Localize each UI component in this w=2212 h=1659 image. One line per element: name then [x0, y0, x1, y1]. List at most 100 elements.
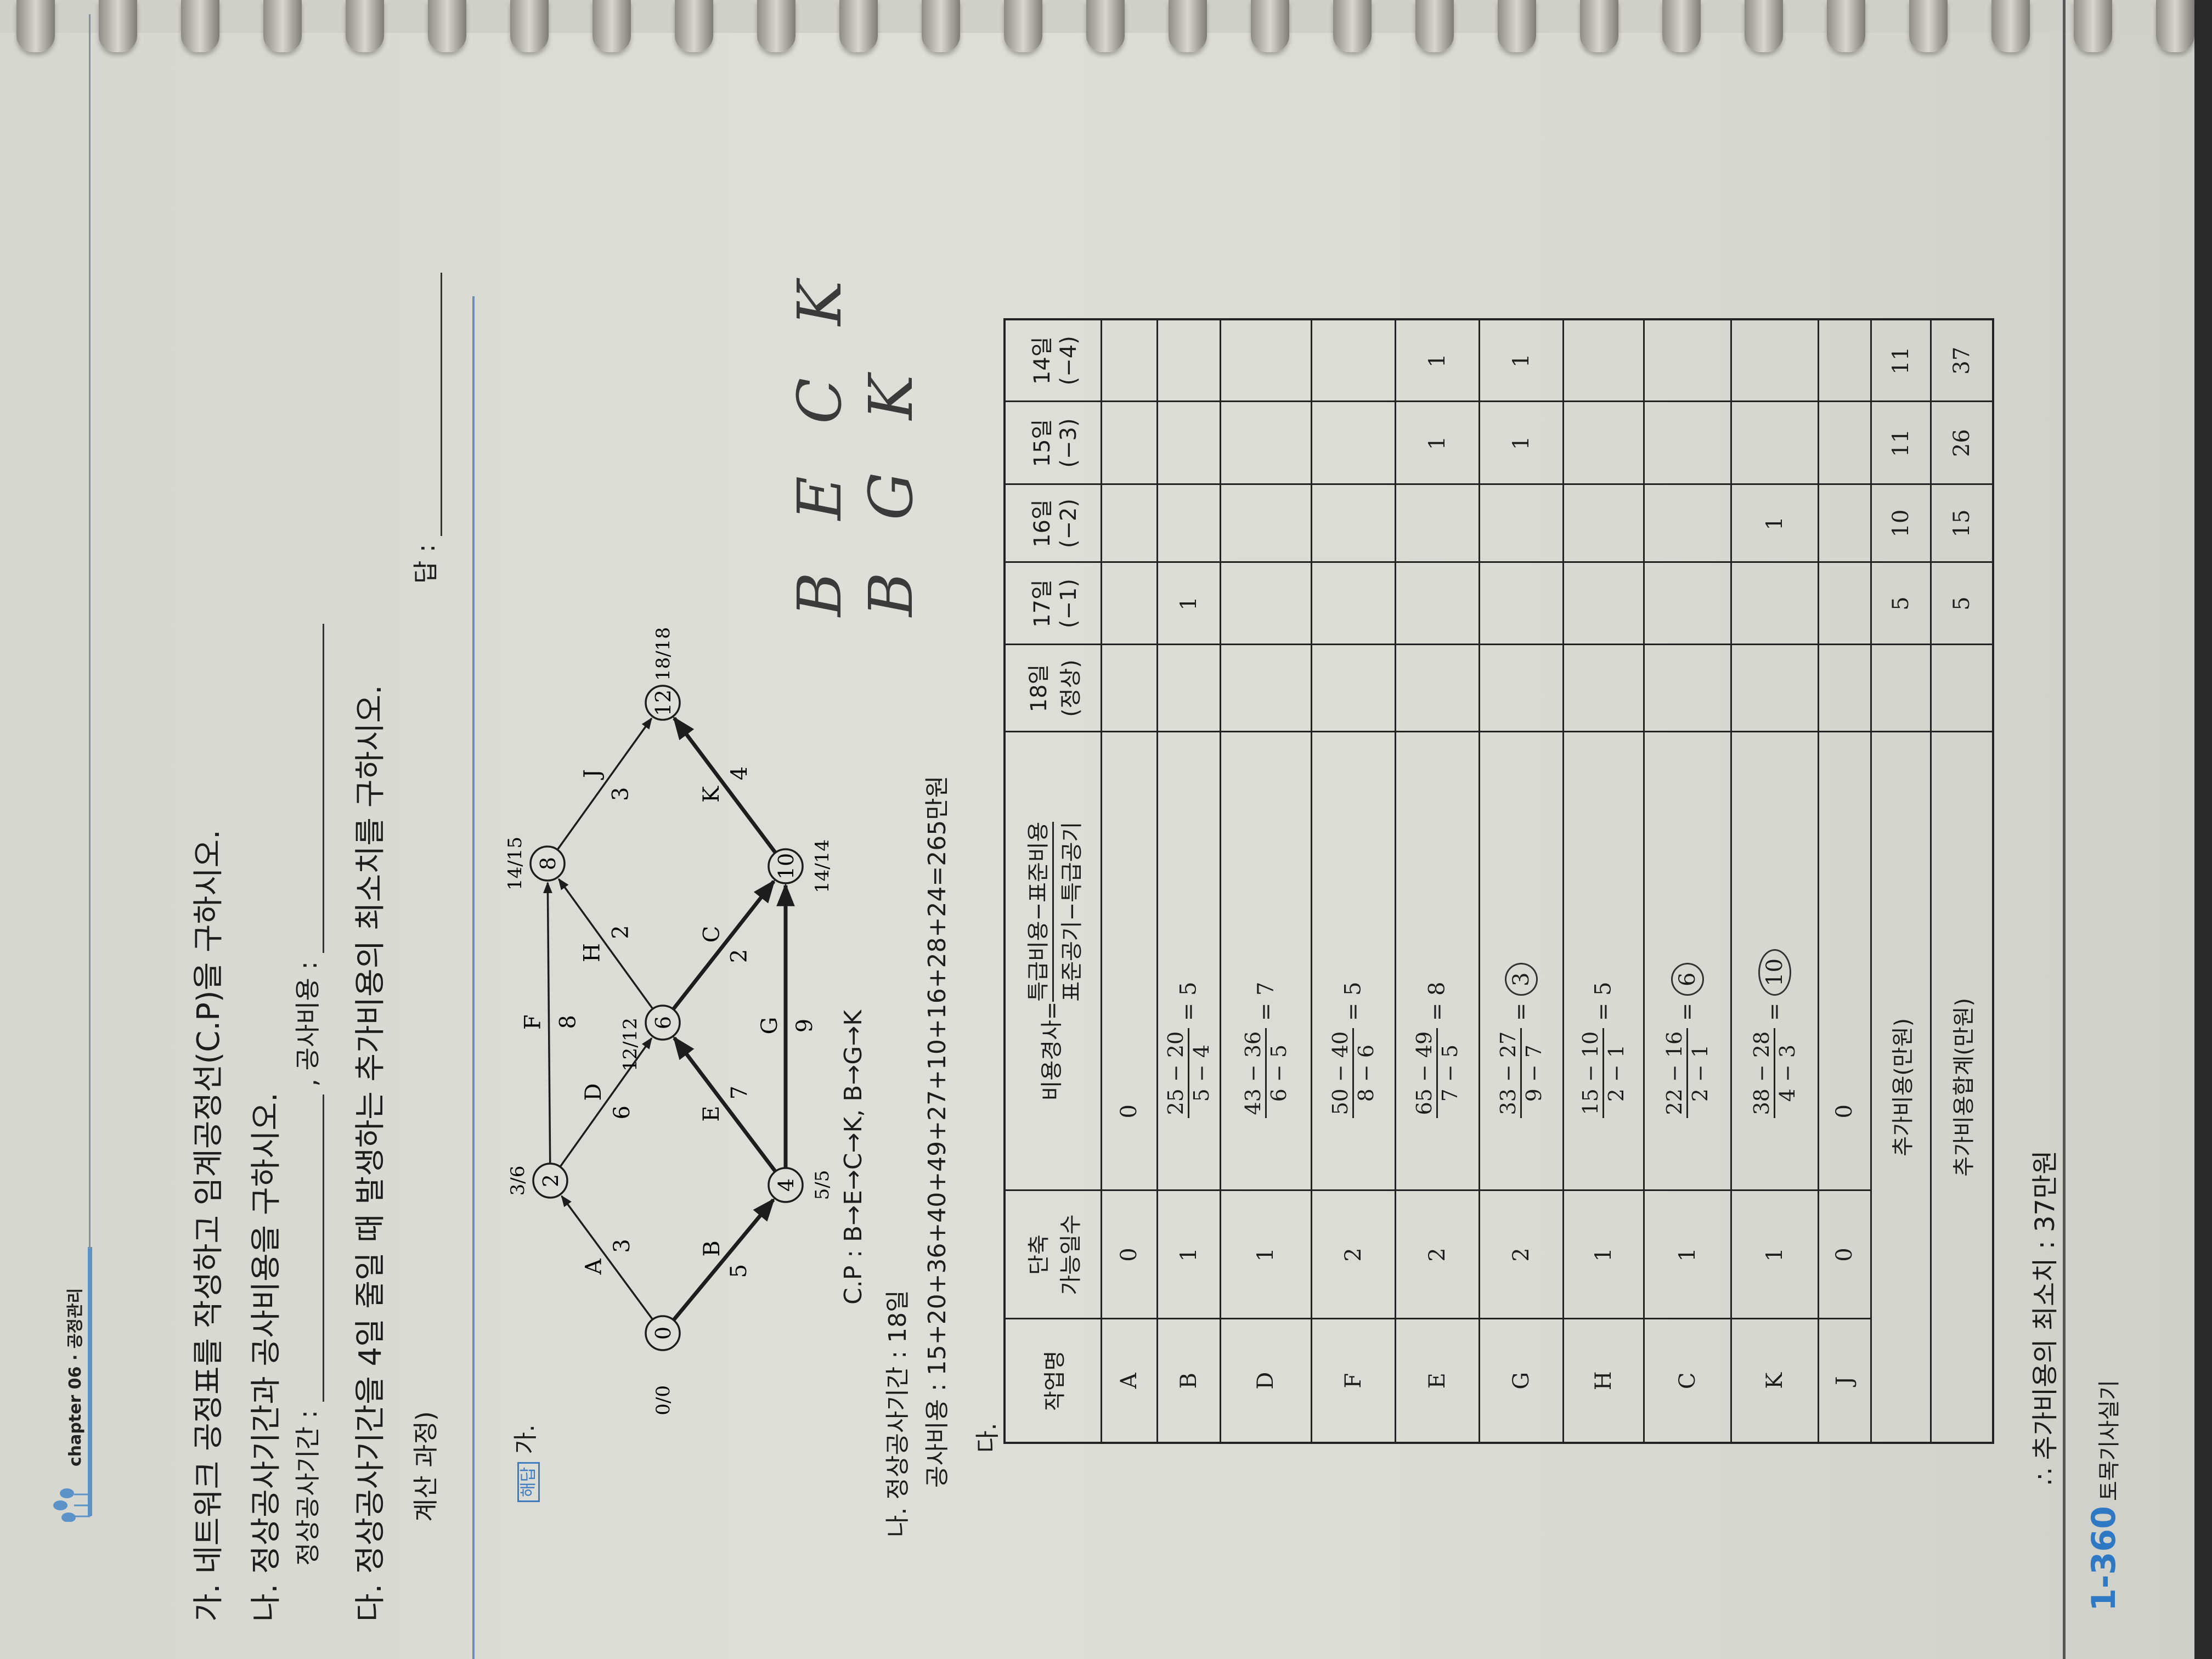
slope-denominator: 2 − 1: [1604, 1044, 1628, 1102]
period-day: 15일: [1030, 419, 1056, 467]
activity-arrow: [556, 717, 653, 850]
summary-cell: 11: [1871, 319, 1931, 402]
period-cell: [1818, 562, 1871, 645]
period-cell: [1157, 645, 1220, 732]
slope-result: 5: [1176, 981, 1201, 996]
event-times: 0/0: [652, 1385, 674, 1415]
activity-arrow: [543, 881, 552, 1164]
slope-numerator: 38 − 28: [1750, 1028, 1775, 1119]
cost-slope: 0: [1101, 732, 1157, 1190]
slope-formula-den: 표준공기−특급공기: [1059, 821, 1085, 1002]
equals-sign: =: [1253, 995, 1278, 1028]
event-node-circle: [529, 845, 566, 882]
spiral-ring: [510, 0, 549, 52]
activity-label: E: [699, 1106, 724, 1122]
period-cell: [1157, 319, 1220, 402]
activity-duration: 2: [608, 925, 634, 939]
slope-numerator: 65 − 49: [1412, 1028, 1438, 1119]
period-note: (−2): [1056, 498, 1082, 549]
event-times: 14/15: [504, 837, 526, 890]
period-cell: [1644, 562, 1731, 645]
period-day: 18일: [1026, 664, 1052, 713]
period-cell: [1311, 484, 1395, 562]
page-number: 1-360: [2085, 1506, 2123, 1611]
spiral-ring: [1251, 0, 1289, 52]
summary-cell: 11: [1871, 402, 1931, 484]
slope-fraction: 50 − 40 8 − 6: [1328, 1028, 1378, 1119]
cost-slope: 50 − 40 8 − 6 = 5: [1311, 732, 1395, 1190]
slope-numerator: 22 − 16: [1662, 1028, 1688, 1119]
slope-result: 8: [1424, 981, 1450, 996]
slope-numerator: 33 − 27: [1496, 1028, 1522, 1119]
activity-name: E: [1395, 1319, 1479, 1443]
summary-label: 추가비용합계(만원): [1931, 732, 1993, 1443]
activity-arrow: [558, 878, 654, 1009]
crash-days: 1: [1731, 1190, 1818, 1319]
activity-name: D: [1220, 1319, 1311, 1443]
activity-duration: 3: [610, 1239, 635, 1252]
event-node-circle: [768, 848, 804, 884]
summary-cell: 5: [1931, 562, 1993, 645]
critical-path: C.P : B→E→C→K, B→G→K: [839, 1009, 867, 1305]
activity-name: F: [1311, 1319, 1395, 1443]
slope-fraction: 25 − 20 5 − 4: [1164, 1028, 1214, 1119]
slope-fraction: 43 − 36 6 − 5: [1240, 1028, 1291, 1119]
event-node-circle: [645, 685, 681, 721]
normal-duration: 정상공사기간 : 18일: [884, 1290, 912, 1500]
event-node-number: 8: [536, 857, 560, 870]
spiral-ring: [675, 0, 713, 52]
period-cell: [1818, 402, 1871, 484]
event-times: 14/14: [811, 839, 833, 893]
slope-result-circled: 6: [1671, 963, 1704, 996]
summary-cell: 37: [1931, 319, 1993, 402]
period-cell: [1644, 484, 1731, 562]
slope-denominator: 7 − 5: [1438, 1044, 1462, 1102]
crash-days: 1: [1563, 1190, 1644, 1319]
col-header-period: 15일 (−3): [1005, 402, 1101, 484]
spiral-ring: [922, 0, 960, 52]
activity-label: F: [521, 1014, 546, 1030]
slope-numerator: 15 − 10: [1578, 1028, 1604, 1119]
period-cell: [1101, 484, 1157, 562]
slope-result: 5: [1340, 981, 1366, 996]
period-cell: [1157, 484, 1220, 562]
event-node-number: 0: [651, 1327, 675, 1340]
period-cell: [1563, 402, 1644, 484]
col-header-period: 14일 (−4): [1005, 319, 1101, 402]
period-cell: [1479, 484, 1563, 562]
spiral-ring: [346, 0, 384, 52]
period-cell: [1220, 402, 1311, 484]
slope-numerator: 50 − 40: [1328, 1028, 1354, 1119]
crash-days: 0: [1101, 1190, 1157, 1319]
activity-label: G: [757, 1017, 782, 1035]
equals-sign: =: [1424, 995, 1450, 1028]
spiral-ring: [263, 0, 302, 52]
table-row: H 1 15 − 10 2 − 1 = 5: [1563, 319, 1644, 1443]
spiral-ring: [1662, 0, 1701, 52]
slope-fraction: 65 − 49 7 − 5: [1412, 1028, 1462, 1119]
activity-duration: 8: [555, 1015, 580, 1029]
answer-blank[interactable]: [415, 272, 442, 536]
period-cell: [1220, 645, 1311, 732]
spiral-ring: [16, 0, 55, 52]
activity-name: K: [1731, 1319, 1818, 1443]
spiral-ring: [2156, 0, 2194, 52]
period-cell: [1101, 319, 1157, 402]
period-note: (−1): [1056, 578, 1082, 629]
conclusion: ∴ 추가비용의 최소치 : 37만원: [2030, 1150, 2061, 1485]
activity-name: B: [1157, 1319, 1220, 1443]
normal-cost: 공사비용 : 15+20+36+40+49+27+10+16+28+24=265…: [923, 775, 951, 1488]
period-cell: [1818, 484, 1871, 562]
slope-denominator: 6 − 5: [1266, 1044, 1291, 1102]
activity-name: A: [1101, 1319, 1157, 1443]
crash-days: 1: [1220, 1190, 1311, 1319]
book-title: 토목기사실기: [2097, 1380, 2122, 1501]
slope-fraction: 15 − 10 2 − 1: [1578, 1028, 1628, 1119]
part2-line: 나. 정상공사기간 : 18일: [878, 1290, 913, 1537]
period-cell: [1395, 562, 1479, 645]
period-cell: 1: [1731, 484, 1818, 562]
spiral-ring: [2074, 0, 2112, 52]
cost-slope: 38 − 28 4 − 3 = 10: [1731, 732, 1818, 1190]
